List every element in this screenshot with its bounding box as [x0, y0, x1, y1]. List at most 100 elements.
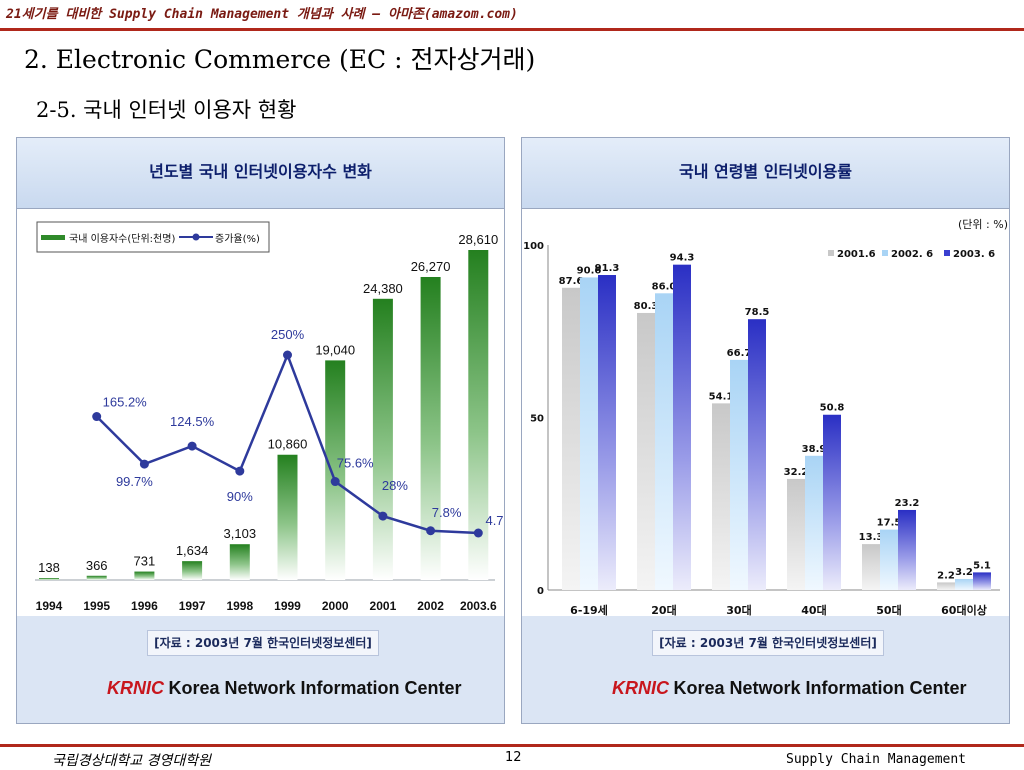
user-count-label: 731 [134, 554, 156, 569]
bottom-divider [0, 744, 1024, 747]
age-usage-bar [898, 509, 916, 590]
x-tick-label: 40대 [801, 603, 826, 616]
user-count-label: 26,270 [411, 259, 451, 274]
legend-swatch [882, 250, 888, 256]
x-tick-label: 2001 [370, 599, 397, 613]
x-tick-label: 2002 [417, 599, 444, 613]
top-header-text: 21세기를 대비한 Supply Chain Management 개념과 사례… [6, 7, 518, 22]
growth-rate-point [330, 477, 340, 487]
age-usage-label: 23.2 [895, 498, 920, 509]
user-count-bar [134, 571, 155, 580]
left-source-note: [자료 : 2003년 7월 한국인터넷정보센터] [147, 630, 379, 656]
age-usage-label: 2.2 [937, 570, 955, 581]
age-usage-bar [862, 544, 880, 590]
user-count-label: 3,103 [224, 526, 257, 541]
growth-rate-point [283, 350, 292, 360]
right-chart-panel: 국내 연령별 인터넷이용률 0 50 100 87.6 90.6 91.3 6-19세 80.… [521, 137, 1010, 724]
legend-swatch-bar [41, 235, 65, 240]
age-usage-label: 3.2 [955, 567, 973, 578]
legend-label: 2003. 6 [953, 249, 995, 260]
unit-label: (단위 : %) [958, 218, 1008, 231]
growth-rate-point [139, 459, 149, 469]
age-usage-bar [748, 319, 766, 590]
org-name: Korea Network Information Center [673, 678, 967, 698]
growth-rate-label: 75.6% [337, 456, 374, 471]
user-count-bar [86, 575, 107, 580]
legend-box [36, 221, 270, 253]
growth-rate-point [235, 466, 245, 476]
user-count-label: 10,860 [268, 437, 308, 452]
legend-swatch [944, 250, 950, 256]
legend-swatch-point [192, 233, 200, 241]
x-tick-label: 1994 [36, 599, 63, 613]
user-count-label: 366 [86, 558, 108, 573]
age-usage-label: 5.1 [973, 560, 991, 571]
age-usage-bar [598, 275, 616, 590]
legend-bar-label: 국내 이용자수(단위:천명) [69, 232, 175, 245]
org-name: Korea Network Information Center [168, 678, 462, 698]
growth-rate-point [187, 441, 197, 451]
age-usage-bar [655, 293, 673, 590]
legend-line-label: 증가율(%) [215, 233, 260, 245]
age-usage-label: 32.2 [784, 467, 809, 478]
user-count-label: 138 [38, 560, 60, 575]
legend-label: 2001.6 [837, 249, 876, 260]
x-tick-label: 30대 [726, 603, 751, 616]
x-tick-label: 20대 [651, 603, 676, 616]
y-tick-label: 0 [537, 586, 544, 597]
x-tick-label: 2003.6 [460, 599, 497, 613]
left-chart-panel: 년도별 국내 인터넷이용자수 변화 1994 1995 1996 1997 1998 19… [16, 137, 505, 724]
user-count-bar [182, 561, 203, 580]
right-source-note: [자료 : 2003년 7월 한국인터넷정보센터] [652, 630, 884, 656]
krnic-logo: KRNIC [107, 678, 164, 698]
age-usage-bar [805, 455, 823, 590]
age-usage-bar [787, 478, 805, 590]
top-bar: 21세기를 대비한 Supply Chain Management 개념과 사례… [0, 0, 1024, 28]
age-usage-bar [973, 572, 991, 590]
age-usage-bar [562, 287, 580, 590]
right-panel-header: 국내 연령별 인터넷이용률 [522, 138, 1009, 209]
age-usage-bar [880, 529, 898, 590]
age-usage-label: 66.7 [727, 348, 752, 359]
x-tick-label: 50대 [876, 603, 901, 616]
age-usage-label: 54.1 [709, 391, 734, 402]
right-panel-footer: [자료 : 2003년 7월 한국인터넷정보센터] KRNIC Korea Ne… [522, 616, 1009, 723]
growth-rate-label: 124.5% [170, 414, 215, 429]
left-chart-title: 년도별 국내 인터넷이용자수 변화 [149, 162, 372, 181]
x-tick-label: 60대이상 [941, 603, 987, 616]
right-org-logo: KRNIC Korea Network Information Center [612, 678, 967, 699]
user-count-label: 19,040 [315, 342, 355, 357]
right-chart-title: 국내 연령별 인터넷이용률 [678, 162, 853, 181]
age-usage-label: 91.3 [595, 263, 620, 274]
age-usage-label: 80.3 [634, 301, 659, 312]
growth-rate-label: 28% [382, 478, 408, 493]
age-usage-bar [580, 277, 598, 590]
x-tick-label: 6-19세 [570, 603, 608, 616]
x-tick-label: 2000 [322, 599, 349, 613]
user-count-bar [420, 276, 441, 580]
age-usage-bar [955, 578, 973, 590]
footer-page-number: 12 [505, 750, 522, 765]
user-count-bar [277, 454, 298, 580]
growth-rate-point [92, 412, 102, 422]
legend-swatch [828, 250, 834, 256]
y-tick-label: 50 [530, 414, 544, 425]
y-tick-label: 100 [523, 241, 544, 252]
x-tick-label: 1996 [131, 599, 158, 613]
slide-title: 2. Electronic Commerce (EC : 전자상거래) [24, 45, 536, 74]
age-usage-label: 87.6 [559, 276, 584, 287]
age-usage-label: 90.6 [577, 265, 602, 276]
usage-by-age-chart: 0 50 100 87.690.691.3 6-19세 80.3 86.0 94.3 20대 54… [523, 218, 1008, 616]
krnic-logo: KRNIC [612, 678, 669, 698]
age-usage-label: 94.3 [670, 253, 695, 264]
age-usage-bar [673, 264, 691, 590]
user-count-bar [468, 250, 489, 580]
age-usage-label: 38.9 [802, 444, 827, 455]
x-tick-label: 1998 [226, 599, 253, 613]
users-by-year-chart: 1994 1995 1996 1997 1998 1999 2000 2001 2002 2003… [35, 221, 504, 613]
top-divider [0, 28, 1024, 31]
left-org-logo: KRNIC Korea Network Information Center [107, 678, 462, 699]
age-usage-label: 50.8 [820, 403, 845, 414]
age-usage-bar [823, 414, 841, 590]
growth-rate-label: 7.8% [432, 505, 462, 520]
